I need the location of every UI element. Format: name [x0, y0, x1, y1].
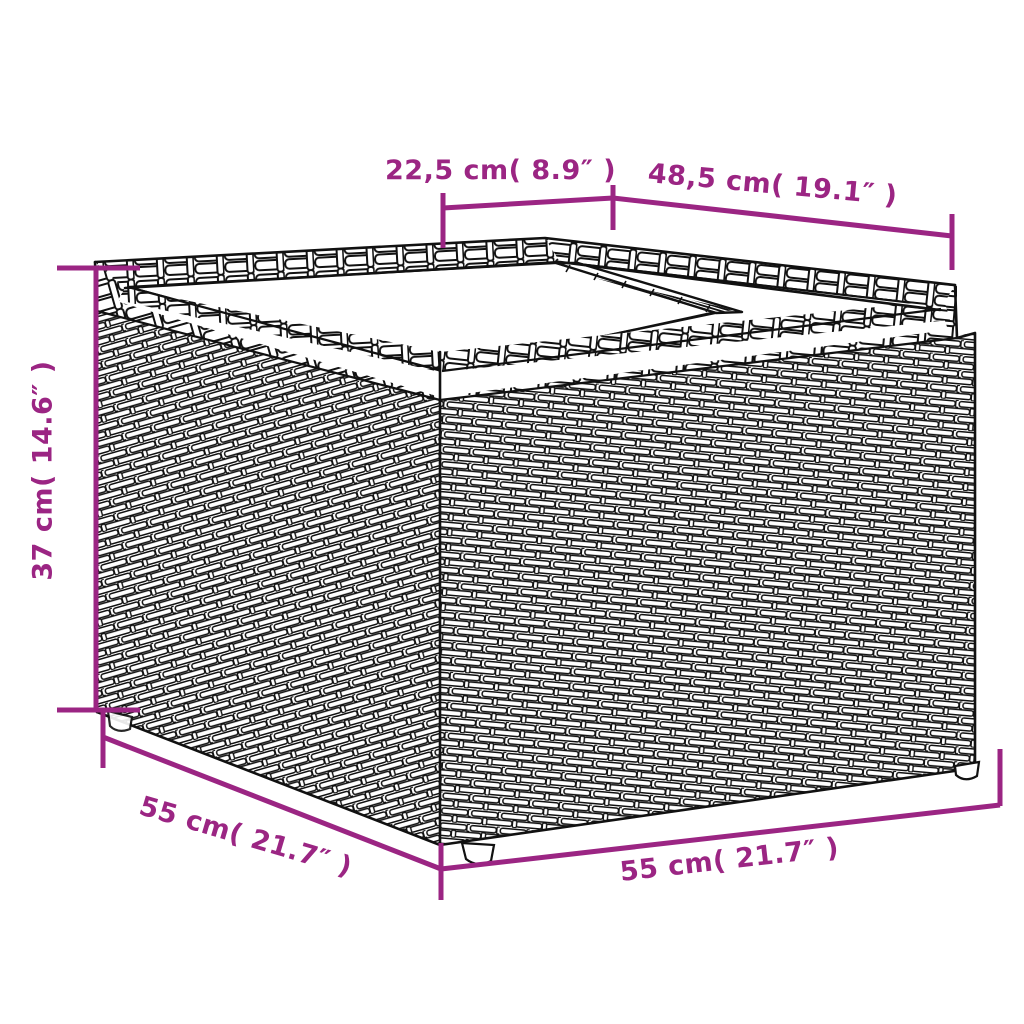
- dimline-height: [57, 265, 140, 713]
- table-front-face: [440, 333, 975, 845]
- dimline-top-right: [610, 185, 955, 270]
- table-foot: [106, 709, 981, 866]
- divider-weave-ticks: [565, 264, 711, 313]
- dimline-depth: [100, 712, 442, 872]
- dimension-label-height: 37 cm( 14.6″ ): [27, 360, 59, 581]
- dimline-top-left: [440, 193, 614, 248]
- dimension-label-top-left: 22,5 cm( 8.9″ ): [385, 155, 617, 186]
- dimline-width: [438, 749, 1003, 900]
